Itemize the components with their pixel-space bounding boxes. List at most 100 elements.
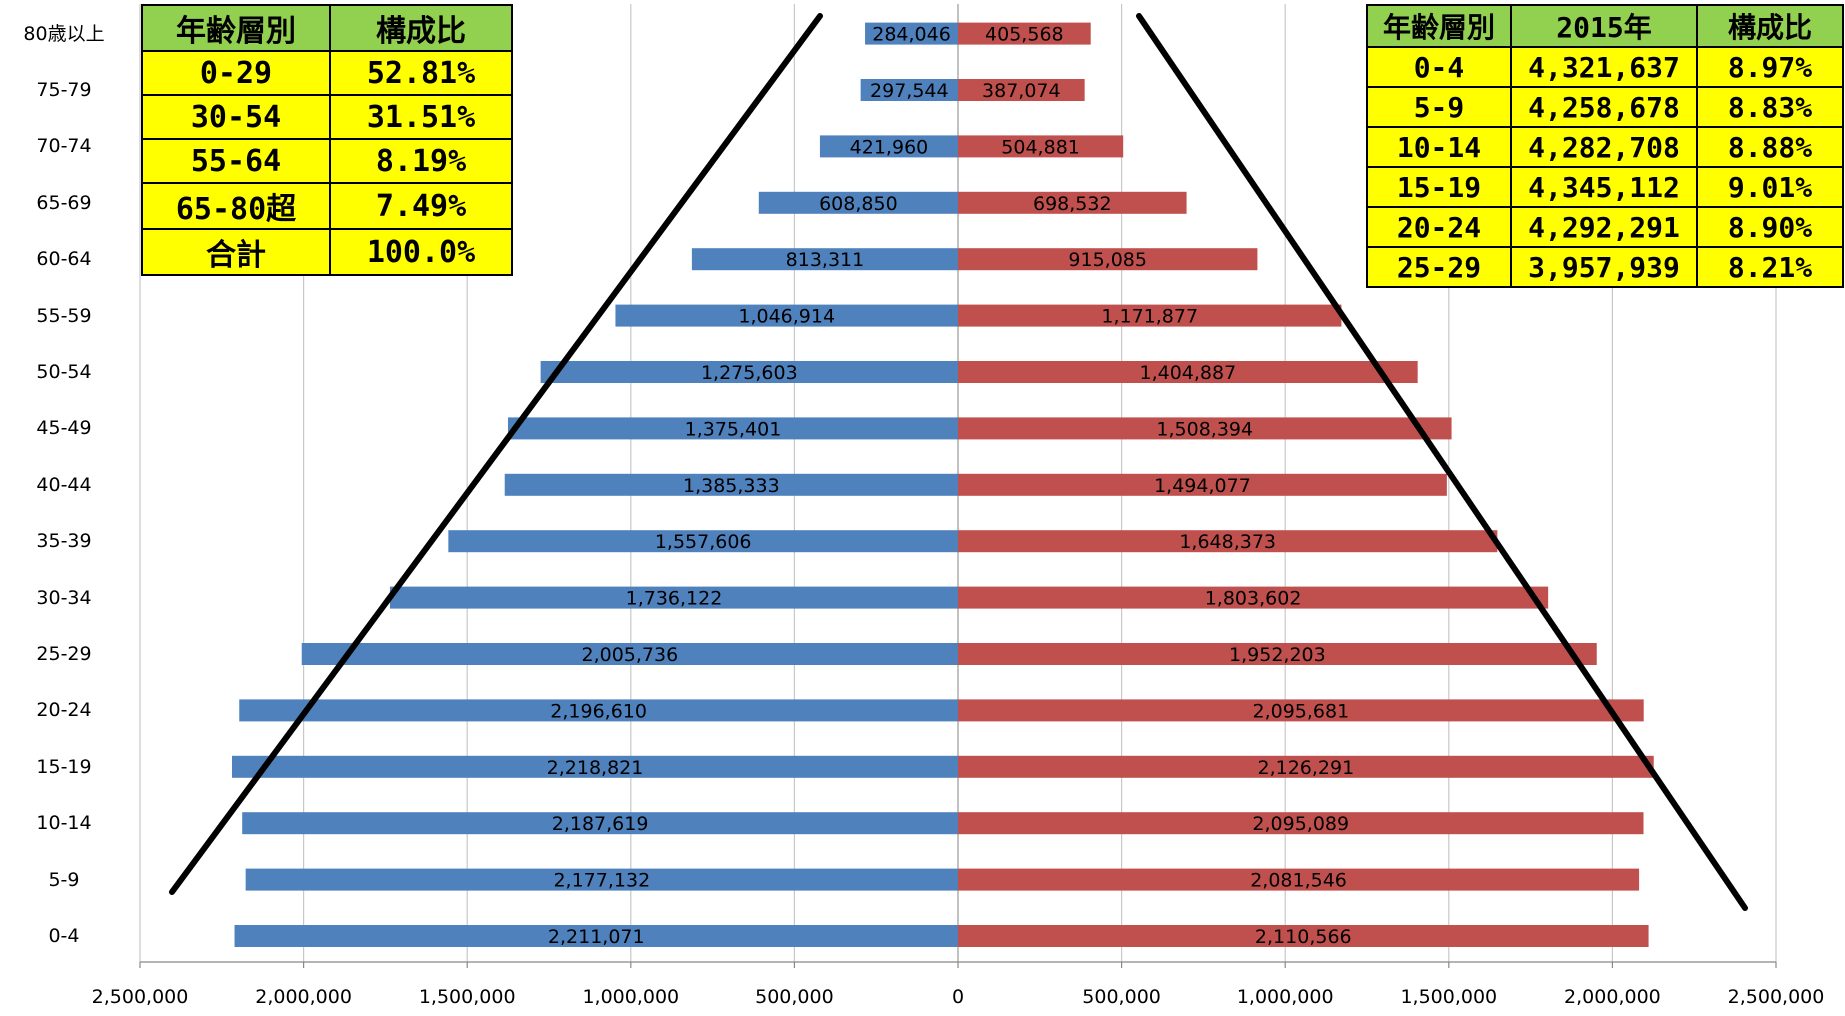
data-label: 2,110,566 bbox=[1255, 926, 1352, 948]
data-label: 421,960 bbox=[850, 136, 929, 158]
table-row: 合計 100.0% bbox=[141, 228, 513, 276]
x-tick-label: 2,500,000 bbox=[92, 986, 189, 1008]
bar-left bbox=[301, 643, 959, 665]
table-row: 0-29 52.81% bbox=[141, 50, 513, 96]
population-2015-table: 年齢層別 2015年 構成比 0-4 4,321,637 8.97% 5-9 4… bbox=[1366, 4, 1844, 288]
data-label: 2,196,610 bbox=[550, 700, 647, 722]
table-cell: 8.19% bbox=[329, 138, 513, 184]
data-label: 405,568 bbox=[985, 24, 1064, 46]
bar-left bbox=[860, 79, 958, 101]
x-tick-label: 1,500,000 bbox=[419, 986, 516, 1008]
table-cell: 4,292,291 bbox=[1510, 206, 1698, 248]
table-cell: 52.81% bbox=[329, 50, 513, 96]
table-cell: 5-9 bbox=[1366, 86, 1512, 128]
bar-right bbox=[958, 530, 1498, 553]
table-cell: 4,282,708 bbox=[1510, 126, 1698, 168]
table-header-row: 年齢層別 2015年 構成比 bbox=[1366, 4, 1844, 48]
table-cell: 0-29 bbox=[141, 50, 331, 96]
data-label: 813,311 bbox=[786, 249, 865, 271]
header-share: 構成比 bbox=[329, 4, 513, 52]
data-label: 297,544 bbox=[870, 80, 949, 102]
y-tick-label: 55-59 bbox=[36, 304, 92, 327]
table-cell: 25-29 bbox=[1366, 246, 1512, 288]
y-tick-label: 20-24 bbox=[36, 699, 92, 722]
table-cell: 65-80超 bbox=[141, 182, 331, 230]
table-cell: 10-14 bbox=[1366, 126, 1512, 168]
data-label: 1,557,606 bbox=[655, 531, 752, 553]
table-row: 10-14 4,282,708 8.88% bbox=[1366, 126, 1844, 168]
bars bbox=[232, 22, 1654, 947]
data-label: 1,275,603 bbox=[701, 362, 798, 384]
header-age-group: 年齢層別 bbox=[1366, 4, 1512, 48]
header-age-group: 年齢層別 bbox=[141, 4, 331, 52]
x-tick-label: 500,000 bbox=[1082, 986, 1161, 1008]
data-label: 2,005,736 bbox=[582, 644, 679, 666]
table-cell: 8.88% bbox=[1696, 126, 1844, 168]
data-label: 2,218,821 bbox=[547, 757, 644, 779]
data-label: 1,494,077 bbox=[1154, 475, 1251, 497]
data-label: 2,187,619 bbox=[552, 813, 649, 835]
y-tick-label: 35-39 bbox=[36, 530, 92, 553]
table-cell: 0-4 bbox=[1366, 46, 1512, 88]
bar-left bbox=[758, 191, 958, 214]
bar-right bbox=[958, 79, 1085, 101]
y-tick-label: 40-44 bbox=[36, 473, 92, 496]
data-label: 915,085 bbox=[1068, 249, 1147, 271]
bar-left bbox=[232, 755, 958, 778]
header-share: 構成比 bbox=[1696, 4, 1844, 48]
table-row: 25-29 3,957,939 8.21% bbox=[1366, 246, 1844, 288]
y-tick-label: 0-4 bbox=[48, 925, 80, 947]
bar-right bbox=[958, 812, 1644, 835]
table-cell: 8.21% bbox=[1696, 246, 1844, 288]
data-label: 284,046 bbox=[872, 24, 951, 46]
bar-right bbox=[958, 304, 1342, 327]
data-label: 2,126,291 bbox=[1258, 757, 1355, 779]
x-tick-label: 2,000,000 bbox=[255, 986, 352, 1008]
data-label: 1,952,203 bbox=[1229, 644, 1326, 666]
bar-right bbox=[958, 699, 1644, 722]
bar-left bbox=[691, 248, 958, 271]
bar-left bbox=[507, 417, 958, 440]
data-label: 2,081,546 bbox=[1250, 870, 1347, 892]
bar-left bbox=[819, 135, 958, 158]
x-tick-label: 1,500,000 bbox=[1400, 986, 1497, 1008]
table-cell: 31.51% bbox=[329, 94, 513, 140]
data-label: 1,508,394 bbox=[1156, 418, 1253, 440]
table-cell: 55-64 bbox=[141, 138, 331, 184]
data-label: 1,385,333 bbox=[683, 475, 780, 497]
table-row: 15-19 4,345,112 9.01% bbox=[1366, 166, 1844, 208]
bar-left bbox=[448, 530, 958, 553]
y-tick-label: 60-64 bbox=[36, 248, 92, 271]
header-year: 2015年 bbox=[1510, 4, 1698, 48]
table-cell: 100.0% bbox=[329, 228, 513, 276]
bar-right bbox=[958, 643, 1597, 665]
data-label: 1,046,914 bbox=[738, 306, 835, 328]
data-label: 504,881 bbox=[1001, 136, 1080, 158]
data-label: 2,177,132 bbox=[553, 870, 650, 892]
table-cell: 15-19 bbox=[1366, 166, 1512, 208]
pyramid-line-left bbox=[169, 13, 823, 895]
data-label: 2,095,681 bbox=[1253, 700, 1350, 722]
table-cell: 8.97% bbox=[1696, 46, 1844, 88]
table-cell: 9.01% bbox=[1696, 166, 1844, 208]
data-label: 1,803,602 bbox=[1205, 588, 1302, 610]
x-tick-label: 500,000 bbox=[755, 986, 834, 1008]
data-label: 2,211,071 bbox=[548, 926, 645, 948]
x-tick-label: 1,000,000 bbox=[582, 986, 679, 1008]
table-cell: 合計 bbox=[141, 228, 331, 276]
x-axis: 2,500,000 2,000,000 1,500,000 1,000,000 500,… bbox=[92, 961, 1824, 1008]
y-tick-label: 80歳以上 bbox=[23, 22, 105, 45]
table-header-row: 年齢層別 構成比 bbox=[141, 4, 513, 52]
bar-left bbox=[234, 925, 958, 947]
table-cell: 8.83% bbox=[1696, 86, 1844, 128]
bar-right bbox=[958, 586, 1549, 609]
y-tick-label: 70-74 bbox=[36, 135, 92, 158]
y-tick-label: 50-54 bbox=[36, 361, 92, 383]
y-tick-label: 15-19 bbox=[36, 755, 92, 778]
x-tick-label: 1,000,000 bbox=[1237, 986, 1334, 1008]
data-label: 1,404,887 bbox=[1139, 362, 1236, 384]
bar-left bbox=[615, 304, 958, 327]
table-row: 5-9 4,258,678 8.83% bbox=[1366, 86, 1844, 128]
pyramid-outline-lines bbox=[169, 13, 1748, 911]
